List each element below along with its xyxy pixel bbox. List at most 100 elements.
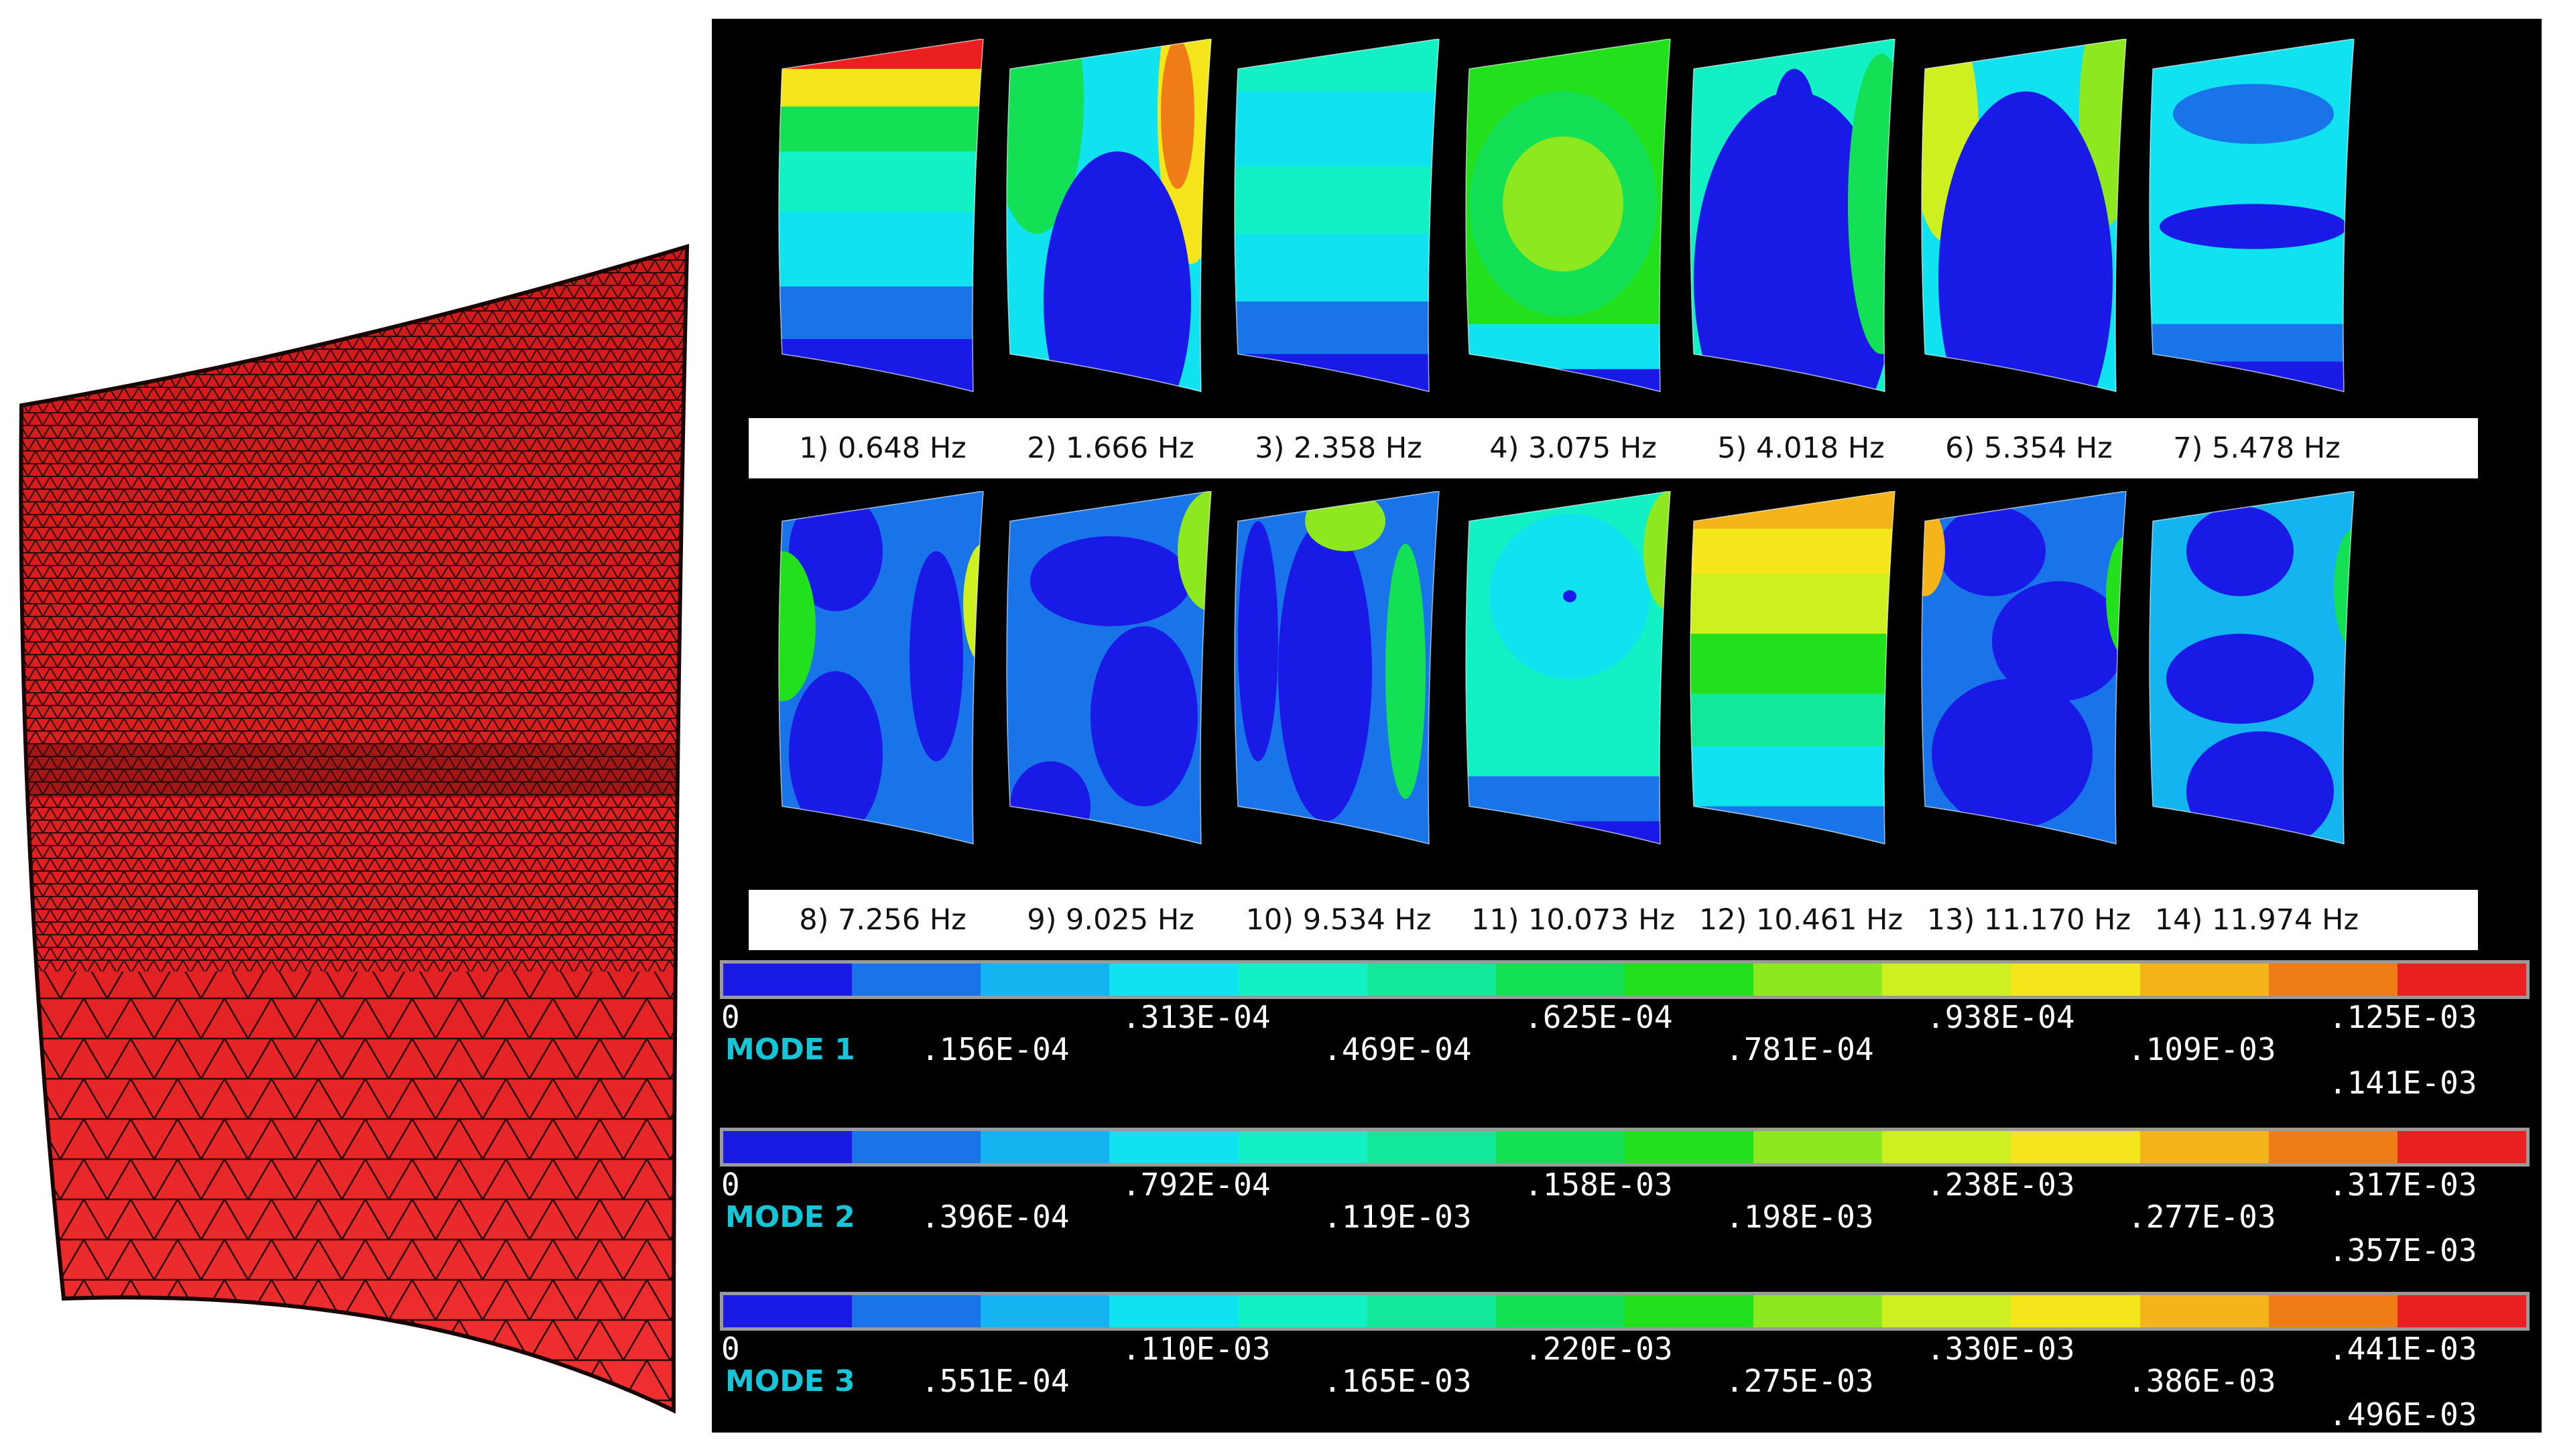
legend-tick-label: .551E-04 <box>921 1363 1070 1399</box>
legend-tick-label: .275E-03 <box>1725 1363 1874 1399</box>
legend-swatch <box>2268 1295 2398 1327</box>
legend-zero-label: 0 <box>721 1331 740 1367</box>
mode-caption: 10) 9.534 Hz <box>1245 903 1432 937</box>
legend-tick-label: .119E-03 <box>1323 1199 1472 1235</box>
mode-shape-contour <box>2149 491 2355 845</box>
mode-shape-contour <box>1234 39 1440 393</box>
legend-tick-label: .938E-04 <box>1926 999 2075 1035</box>
mode-shape-contour <box>1234 491 1440 845</box>
legend-swatch <box>1367 1295 1496 1327</box>
mode-shape-contour <box>1690 491 1895 845</box>
legend-tick-label: .156E-04 <box>921 1031 1070 1067</box>
legend-mode-1: 0 .313E-04 .625E-04 .938E-04 .125E-03 .156E-0… <box>720 960 2536 1114</box>
mode-caption: 4) 3.075 Hz <box>1489 432 1657 465</box>
mode-shape-4 <box>1456 39 1684 414</box>
legend-swatch <box>2397 964 2526 996</box>
legend-swatch <box>1109 964 1239 996</box>
mode-shape-12 <box>1680 491 1908 866</box>
legend-tick-label: .158E-03 <box>1524 1167 1673 1203</box>
legend-swatch <box>2397 1295 2526 1327</box>
mode-shape-10 <box>1225 491 1452 866</box>
mode-shape-3 <box>1225 39 1452 414</box>
legend-mode-name: MODE 2 <box>725 1200 855 1234</box>
legend-tick-label: .386E-03 <box>2127 1363 2276 1399</box>
legend-swatch <box>723 964 853 996</box>
legend-swatch <box>1753 1295 1883 1327</box>
legend-swatch <box>1495 1295 1625 1327</box>
legend-swatch <box>2268 964 2398 996</box>
mode-shape-contour <box>1465 39 1671 393</box>
mode-shapes-panel: 1) 0.648 Hz 2) 1.666 Hz 3) 2.358 Hz 4) 3.07… <box>712 19 2542 1433</box>
legend-swatch <box>1882 1295 2011 1327</box>
legend-swatch <box>1238 1295 1367 1327</box>
legend-swatch <box>852 1131 981 1163</box>
mode-shape-13 <box>1912 491 2139 866</box>
mode-shape-contour <box>1921 491 2127 845</box>
mode-caption: 7) 5.478 Hz <box>2173 432 2341 465</box>
legend-swatch <box>1495 1131 1625 1163</box>
mode-shape-contour <box>778 491 984 845</box>
legend-swatch <box>1624 1295 1754 1327</box>
mode-caption: 14) 11.974 Hz <box>2154 903 2359 937</box>
blade-mesh-svg <box>19 243 690 1414</box>
mode-shape-contour <box>1006 491 1212 845</box>
mode-shape-5 <box>1680 39 1908 414</box>
legend-tick-label: .469E-04 <box>1323 1031 1472 1067</box>
legend-swatch <box>1624 1131 1754 1163</box>
legend-swatch <box>1882 1131 2011 1163</box>
legend-tick-label: .198E-03 <box>1725 1199 1874 1235</box>
mode-shape-1 <box>769 39 997 414</box>
legend-max-label: .496E-03 <box>2328 1396 2477 1433</box>
legend-max-label: .357E-03 <box>2328 1232 2477 1268</box>
caption-strip-2: 8) 7.256 Hz 9) 9.025 Hz 10) 9.534 Hz 11) 10… <box>749 890 2478 950</box>
mode-shape-2 <box>997 39 1225 414</box>
legend-mode-name: MODE 3 <box>725 1364 855 1398</box>
legend-swatch <box>852 964 981 996</box>
legend-tick-label: .109E-03 <box>2127 1031 2276 1067</box>
legend-swatch <box>2011 964 2140 996</box>
legend-swatch <box>1753 964 1883 996</box>
legend-mode-3: 0 .110E-03 .220E-03 .330E-03 .441E-03 .551E-0… <box>720 1292 2536 1446</box>
legend-mode-2: 0 .792E-04 .158E-03 .238E-03 .317E-03 .396E-0… <box>720 1128 2536 1282</box>
mode-caption: 8) 7.256 Hz <box>799 903 967 937</box>
legend-swatch <box>981 1295 1110 1327</box>
legend-swatch <box>2011 1131 2140 1163</box>
mode-caption: 12) 10.461 Hz <box>1698 903 1904 937</box>
legend-tick-label: .317E-03 <box>2328 1167 2477 1203</box>
legend-swatch <box>2139 1295 2269 1327</box>
mode-shape-8 <box>769 491 997 866</box>
mode-shape-14 <box>2139 491 2367 866</box>
mode-shape-6 <box>1912 39 2139 414</box>
blade-mesh-figure <box>13 235 697 1427</box>
legend-tick-label: .625E-04 <box>1524 999 1673 1035</box>
legend-colour-bar <box>720 1128 2530 1167</box>
mode-caption: 9) 9.025 Hz <box>1027 903 1194 937</box>
legend-swatch <box>852 1295 981 1327</box>
legend-swatch <box>1624 964 1754 996</box>
legend-colour-bar <box>720 1292 2530 1331</box>
legend-swatch <box>1882 964 2011 996</box>
mode-shape-11 <box>1456 491 1684 866</box>
legend-swatch <box>1109 1295 1239 1327</box>
mode-shapes-row-1 <box>712 39 2542 414</box>
legend-tick-label: .220E-03 <box>1524 1331 1673 1367</box>
mode-shape-contour <box>1006 39 1212 393</box>
mode-shape-contour <box>1690 39 1895 393</box>
mode-caption: 6) 5.354 Hz <box>1945 432 2113 465</box>
legend-swatch <box>1238 1131 1367 1163</box>
mode-shape-contour <box>778 39 984 393</box>
mode-caption: 3) 2.358 Hz <box>1255 432 1422 465</box>
legend-tick-label: .277E-03 <box>2127 1199 2276 1235</box>
mode-caption: 2) 1.666 Hz <box>1027 432 1194 465</box>
legend-tick-label: .396E-04 <box>921 1199 1070 1235</box>
legend-swatch <box>1753 1131 1883 1163</box>
mode-caption: 5) 4.018 Hz <box>1717 432 1885 465</box>
caption-strip-1: 1) 0.648 Hz 2) 1.666 Hz 3) 2.358 Hz 4) 3.07… <box>749 418 2478 478</box>
mode-shape-contour <box>2149 39 2355 393</box>
legend-swatch <box>2139 964 2269 996</box>
legend-tick-label: .792E-04 <box>1122 1167 1271 1203</box>
legend-swatch <box>981 964 1110 996</box>
legend-colour-bar <box>720 960 2530 999</box>
mode-shape-7 <box>2139 39 2367 414</box>
mode-caption: 11) 10.073 Hz <box>1471 903 1676 937</box>
